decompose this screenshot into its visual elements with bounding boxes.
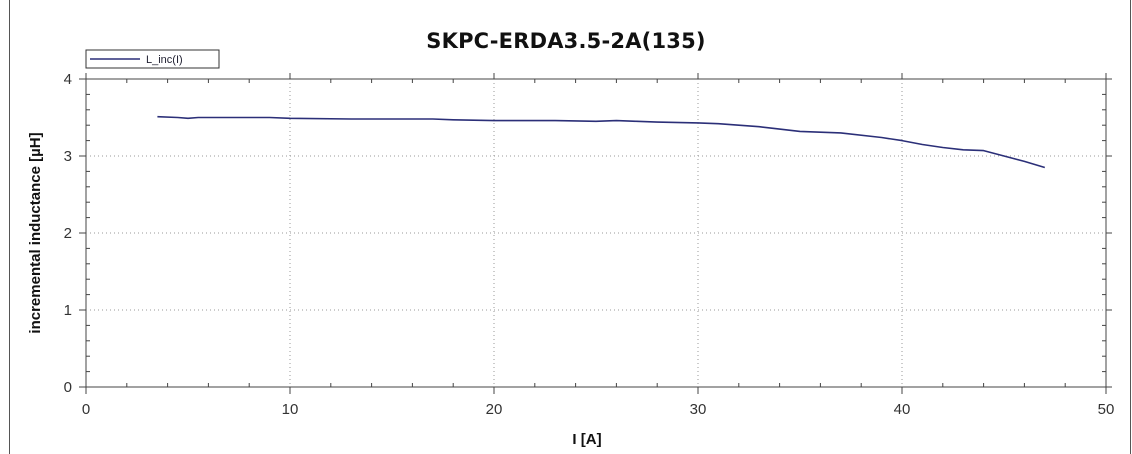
y-tick-labels: 0 1 2 3 4 [64, 71, 72, 396]
y-tick-label: 3 [64, 148, 72, 165]
x-tick-label: 30 [690, 401, 707, 418]
x-axis-title: I [A] [572, 431, 601, 448]
y-tick-label: 2 [64, 225, 72, 242]
x-tick-label: 50 [1098, 401, 1115, 418]
x-tick-label: 20 [486, 401, 503, 418]
chart-frame [9, 0, 1131, 454]
series-line-l-inc [157, 115, 1046, 169]
y-tick-label: 1 [64, 302, 72, 319]
y-axis-title: incremental inductance [µH] [27, 132, 44, 333]
grid-lines [86, 79, 1106, 387]
x-tick-label: 0 [82, 401, 90, 418]
y-tick-label: 0 [64, 379, 72, 396]
legend-box [85, 49, 220, 69]
chart-title: SKPC-ERDA3.5-2A(135) [426, 29, 706, 53]
x-tick-label: 10 [282, 401, 299, 418]
x-tick-labels: 0 10 20 30 40 50 [82, 401, 1115, 418]
legend: L_inc(I) [85, 49, 220, 69]
axis-ticks [79, 73, 1112, 394]
x-tick-label: 40 [894, 401, 911, 418]
y-tick-label: 4 [64, 71, 72, 88]
plot-area [85, 78, 1107, 388]
legend-label: L_inc(I) [146, 54, 183, 66]
series-lines [157, 115, 1046, 169]
